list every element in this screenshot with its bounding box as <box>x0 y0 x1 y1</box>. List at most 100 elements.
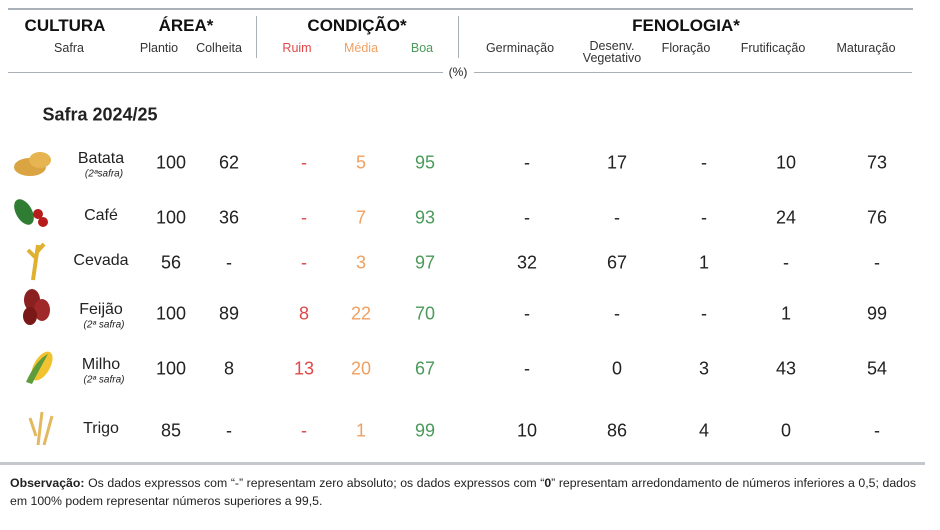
unit-rule <box>474 72 912 73</box>
cell: 8 <box>223 358 235 379</box>
footnote: Observação: Os dados expressos com “-” r… <box>10 474 916 510</box>
cell: 56 <box>160 252 182 273</box>
column-header: Média <box>343 41 379 55</box>
cell: 24 <box>775 207 797 228</box>
group-header: CULTURA <box>24 16 106 35</box>
group-header: ÁREA* <box>158 16 214 35</box>
cell: 3 <box>355 252 367 273</box>
column-header: Floração <box>661 41 711 55</box>
column-header: Maturação <box>836 41 896 55</box>
cell: 3 <box>698 358 710 379</box>
cell: - <box>301 152 307 173</box>
coffee-icon <box>14 199 48 227</box>
cell: 86 <box>606 420 628 441</box>
cell: 54 <box>866 358 888 379</box>
top-rule <box>8 8 913 10</box>
icons <box>14 152 54 446</box>
cell: - <box>301 252 307 273</box>
footnote-label: Observação: <box>10 476 85 490</box>
crop-note: (2ª safra) <box>83 319 125 331</box>
cell: - <box>524 207 530 228</box>
cell: 10 <box>516 420 538 441</box>
footnote-text: ” representam arredondamento de números … <box>10 476 916 508</box>
cell: 32 <box>516 252 538 273</box>
cell: 70 <box>414 303 436 324</box>
cell: 67 <box>414 358 436 379</box>
crop-name: Café <box>84 207 118 224</box>
group-header: CONDIÇÃO* <box>307 16 407 35</box>
cell: 22 <box>350 303 372 324</box>
cell: 100 <box>155 207 187 228</box>
cell: 100 <box>155 358 187 379</box>
corn-icon <box>26 351 53 384</box>
section-title: Safra 2024/25 <box>42 104 158 125</box>
cell: 89 <box>218 303 240 324</box>
column-header: Desenv. Vegetativo <box>582 39 642 65</box>
cell: 99 <box>866 303 888 324</box>
column-header: Frutificação <box>740 41 806 55</box>
cell: 10 <box>775 152 797 173</box>
cell: - <box>524 152 530 173</box>
column-header: Boa <box>410 41 434 55</box>
cell: - <box>701 303 707 324</box>
cell: 20 <box>350 358 372 379</box>
cell: 17 <box>606 152 628 173</box>
footnote-text: 0 <box>544 476 552 490</box>
cell: - <box>701 207 707 228</box>
cell: - <box>874 252 880 273</box>
cell: - <box>614 303 620 324</box>
cell: 0 <box>780 420 792 441</box>
cell: 85 <box>160 420 182 441</box>
potato-icon <box>14 152 51 176</box>
group-header: FENOLOGIA* <box>632 16 740 35</box>
cell: - <box>874 420 880 441</box>
bottom-rule <box>0 462 925 465</box>
column-header: Ruim <box>282 41 312 55</box>
cell: - <box>783 252 789 273</box>
crop-name: Feijão <box>79 301 123 318</box>
cell: 100 <box>155 152 187 173</box>
cell: 73 <box>866 152 888 173</box>
cell: 8 <box>298 303 310 324</box>
barley-icon <box>26 242 46 281</box>
crop-note: (2ªsafra) <box>84 168 124 180</box>
unit: (%) <box>446 65 470 79</box>
cell: - <box>226 252 232 273</box>
column-header: Germinação <box>485 41 555 55</box>
crop-name: Trigo <box>83 420 119 437</box>
cell: - <box>301 420 307 441</box>
cell: 76 <box>866 207 888 228</box>
cell: 97 <box>414 252 436 273</box>
cell: - <box>301 207 307 228</box>
cell: - <box>614 207 620 228</box>
crop-name: Batata <box>77 150 125 167</box>
cell: - <box>226 420 232 441</box>
column-header: Safra <box>54 41 84 55</box>
cell: - <box>524 358 530 379</box>
cell: - <box>524 303 530 324</box>
column-header: Plantio <box>139 41 179 55</box>
cell: 1 <box>355 420 367 441</box>
cell: 36 <box>218 207 240 228</box>
cell: 99 <box>414 420 436 441</box>
cell: 100 <box>155 303 187 324</box>
cell: 4 <box>698 420 710 441</box>
cell: - <box>701 152 707 173</box>
bean-icon <box>23 289 50 325</box>
cell: 62 <box>218 152 240 173</box>
cell: 1 <box>780 303 792 324</box>
cell: 67 <box>606 252 628 273</box>
cell: 95 <box>414 152 436 173</box>
cell: 1 <box>698 252 710 273</box>
cell: 93 <box>414 207 436 228</box>
cell: 13 <box>293 358 315 379</box>
cell: 7 <box>355 207 367 228</box>
footnote-text: Os dados expressos com “-” representam z… <box>84 476 545 490</box>
crop-name: Cevada <box>73 252 129 269</box>
cell: 43 <box>775 358 797 379</box>
crop-note: (2ª safra) <box>83 374 125 386</box>
cell: 5 <box>355 152 367 173</box>
column-header: Colheita <box>196 41 242 55</box>
unit-rule <box>8 72 443 73</box>
